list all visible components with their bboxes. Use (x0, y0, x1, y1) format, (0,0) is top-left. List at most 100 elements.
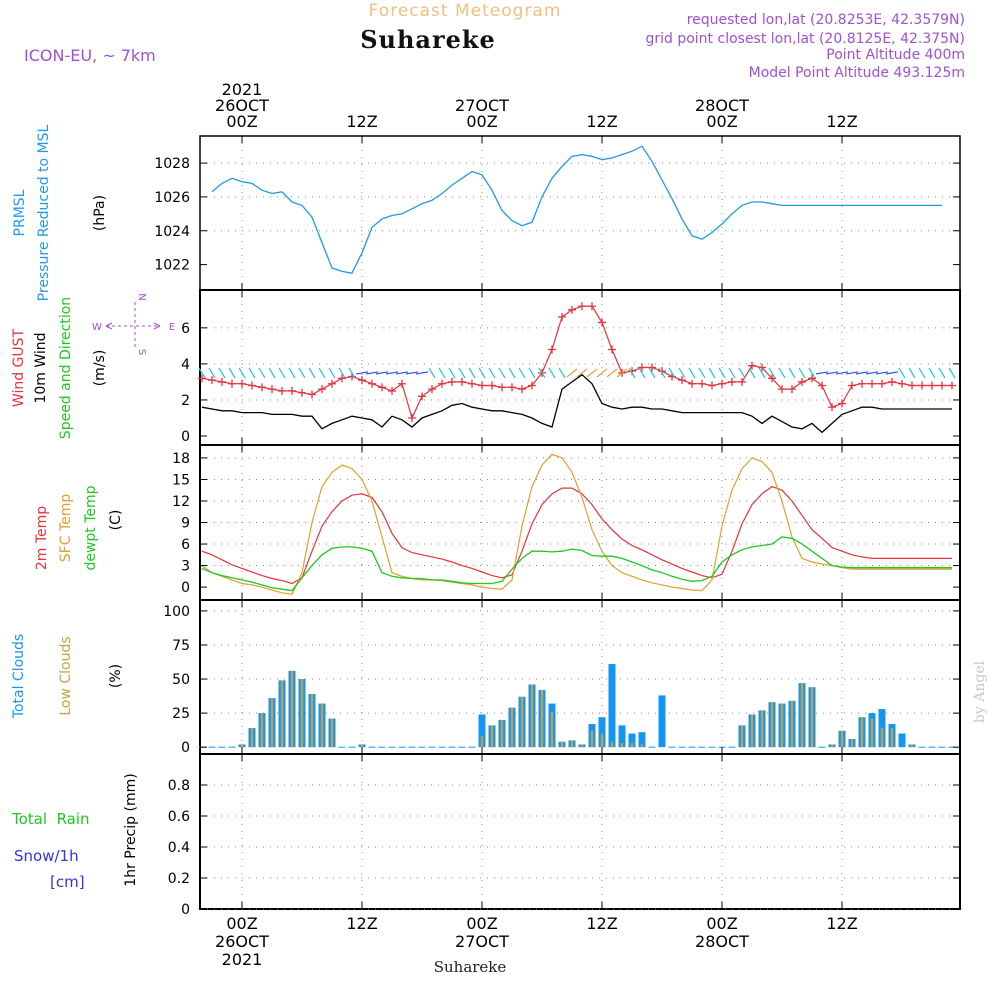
x-label-top: 12Z (586, 112, 617, 131)
gust-marker (428, 385, 436, 394)
low-cloud-bar (620, 743, 624, 748)
compass-w: W (92, 322, 102, 333)
y-tick-label: 100 (163, 604, 190, 620)
wind-arrow (538, 367, 546, 379)
y-tick-label: 0.6 (168, 809, 190, 825)
wind-arrow (698, 367, 706, 379)
gust-marker (248, 381, 256, 390)
x-label-bottom: 00Z (226, 914, 257, 933)
low-cloud-bar (810, 687, 814, 748)
low-cloud-bar (830, 744, 834, 748)
wind-arrow (268, 367, 276, 379)
gust-marker (388, 386, 396, 395)
grid-layer (200, 136, 960, 910)
low-cloud-bar (560, 741, 564, 748)
wind-arrow (395, 371, 409, 375)
total-cloud-bar (638, 732, 646, 748)
total-cloud-bar (478, 714, 486, 748)
low-cloud-bar (770, 702, 774, 748)
gust-marker (488, 381, 496, 390)
low-cloud-bar (240, 744, 244, 748)
gust-marker (228, 379, 236, 388)
gust-marker (468, 379, 476, 388)
y-tick-label: 18 (172, 451, 190, 467)
wind-arrow (355, 371, 369, 375)
low-cloud-bar (310, 694, 314, 748)
gust-marker (398, 379, 406, 388)
gust-marker (548, 345, 556, 354)
wind-arrow (898, 367, 906, 379)
y-tick-label: 1024 (154, 224, 190, 240)
x-label-top: 00Z (466, 112, 497, 131)
gust-marker (378, 383, 386, 392)
total-cloud-bar (598, 717, 606, 748)
footer-location: Suhareke (434, 958, 507, 976)
pressure-line (211, 145, 942, 274)
compass-icon: N S W E (92, 293, 175, 355)
wind-speed-line (201, 373, 952, 434)
dewpoint-line (201, 536, 952, 592)
gust-marker (828, 403, 836, 412)
low-cloud-bar (630, 743, 634, 748)
x-label-bottom: 12Z (346, 914, 377, 933)
low-cloud-bar (860, 717, 864, 748)
gust-marker (328, 379, 336, 388)
gust-marker (718, 379, 726, 388)
wind-arrow (528, 367, 536, 379)
wind-arrow (566, 368, 578, 378)
low-cloud-bar (850, 739, 854, 748)
low-cloud-bar (280, 680, 284, 748)
temp-label-dew: dewpt Temp (83, 485, 99, 570)
x-label-bottom: 00Z (706, 914, 737, 933)
y-tick-label: 75 (172, 638, 190, 654)
y-tick-label: 4 (181, 357, 190, 373)
gust-marker (948, 381, 956, 390)
low-cloud-bar (780, 703, 784, 748)
wind-arrow (586, 368, 598, 378)
header-requested: requested lon,lat (20.8253E, 42.3579N) (687, 12, 965, 28)
wind-arrow (808, 367, 816, 379)
low-cloud-bar (270, 698, 274, 748)
low-cloud-bar (510, 707, 514, 748)
gust-marker (808, 374, 816, 383)
low-cloud-bar (580, 744, 584, 748)
wind-arrow (835, 371, 849, 375)
panel-wind-frame (199, 289, 961, 446)
x-label-top: 2021 (222, 80, 263, 99)
gust-marker (528, 381, 536, 390)
gust-marker (798, 377, 806, 386)
wind-arrow (375, 371, 389, 375)
header-point-altitude: Point Altitude 400m (826, 47, 965, 63)
y-tick-label: 6 (181, 537, 190, 553)
wind-arrow (885, 371, 899, 375)
gust-marker (818, 381, 826, 390)
wind-arrow (855, 371, 869, 375)
wind-arrow (248, 367, 256, 379)
gust-marker (578, 302, 586, 311)
gust-marker (728, 377, 736, 386)
low-cloud-bar (320, 703, 324, 748)
low-cloud-bar (260, 713, 264, 748)
gust-marker (448, 377, 456, 386)
low-cloud-bar (330, 718, 334, 748)
low-cloud-bar (490, 725, 494, 748)
wind-arrow (458, 367, 466, 379)
wind-arrow (218, 367, 226, 379)
gust-marker (848, 381, 856, 390)
x-label-top: 12Z (346, 112, 377, 131)
wind-arrow (758, 367, 766, 379)
compass-s: S (136, 349, 147, 355)
low-cloud-bar (520, 696, 524, 748)
gust-marker (918, 381, 926, 390)
wind-arrow (385, 371, 399, 375)
wind-arrow (288, 367, 296, 379)
gust-marker (218, 377, 226, 386)
header-title: Forecast Meteogram (369, 1, 562, 21)
wind-arrow (815, 371, 829, 375)
wind-arrow (596, 368, 608, 378)
wind-arrow (708, 367, 716, 379)
gust-marker (738, 377, 746, 386)
x-label-top: 12Z (826, 112, 857, 131)
pressure-label-prmsl: PRMSL (12, 189, 28, 236)
